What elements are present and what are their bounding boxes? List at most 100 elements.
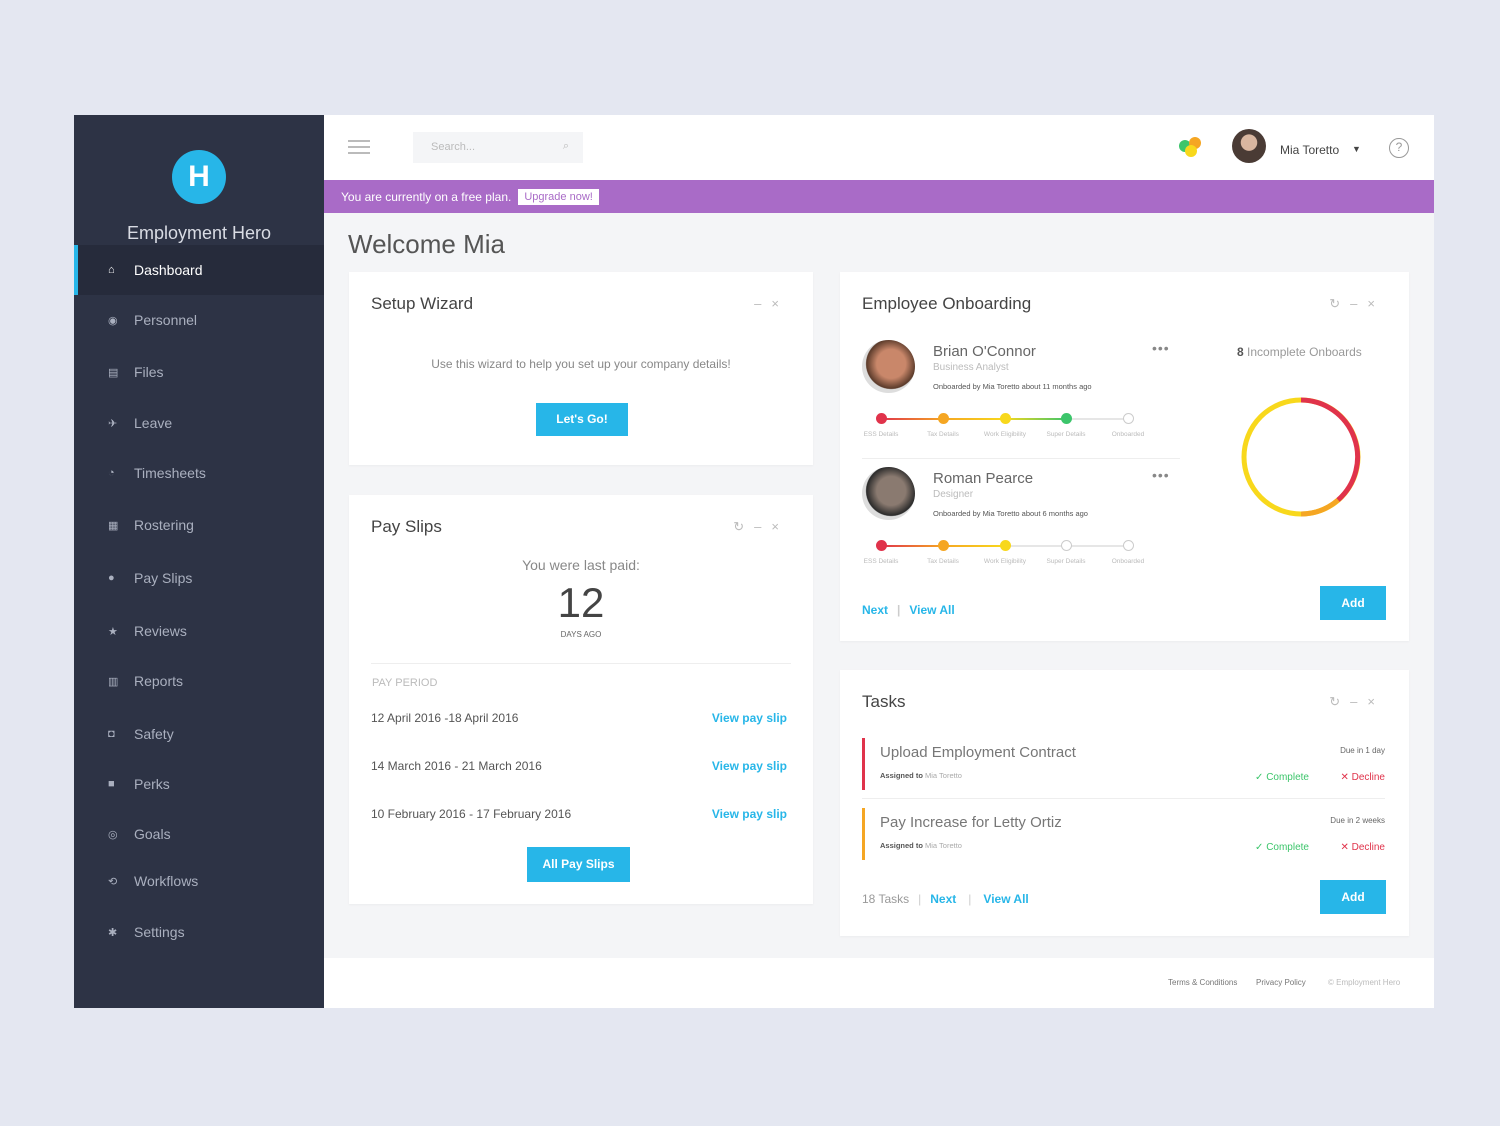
goals-icon: ◎	[108, 828, 118, 841]
search-input[interactable]: Search... ⌕	[413, 132, 583, 163]
onboarded-note: Onboarded by Mia Toretto about 11 months…	[933, 382, 1092, 391]
sidebar-item-label: Rostering	[134, 517, 194, 533]
task-assigned: Assigned to Mia Toretto	[880, 771, 962, 780]
sidebar-item-goals[interactable]: ◎ Goals	[74, 809, 324, 859]
step-label: ESS Details	[863, 431, 899, 438]
onboarding-employee: Brian O'Connor Business Analyst Onboarde…	[840, 340, 1180, 460]
step-dot	[1123, 540, 1134, 551]
logo: H	[172, 150, 226, 204]
copyright: © Employment Hero	[1328, 978, 1401, 987]
sidebar-item-label: Settings	[134, 924, 185, 940]
privacy-link[interactable]: Privacy Policy	[1256, 978, 1306, 987]
pay-period: 14 March 2016 - 21 March 2016	[371, 759, 542, 773]
card-title: Pay Slips	[371, 517, 442, 536]
pay-period-header: PAY PERIOD	[372, 677, 438, 689]
task-title[interactable]: Upload Employment Contract	[880, 744, 1076, 761]
onboarding-employee: Roman Pearce Designer Onboarded by Mia T…	[840, 467, 1180, 587]
view-all-link[interactable]: View All	[983, 892, 1029, 906]
search-placeholder: Search...	[431, 141, 476, 153]
sidebar-item-leave[interactable]: ✈ Leave	[74, 398, 324, 448]
card-title: Setup Wizard	[371, 294, 474, 313]
bar-chart-icon: ▥	[108, 675, 119, 688]
employee-name[interactable]: Brian O'Connor	[933, 343, 1036, 360]
sidebar-item-pay-slips[interactable]: ● Pay Slips	[74, 553, 324, 603]
sidebar-item-workflows[interactable]: ⟲ Workflows	[74, 856, 324, 906]
lets-go-button[interactable]: Let's Go!	[536, 403, 628, 436]
incomplete-donut	[1241, 397, 1361, 517]
sidebar-item-dashboard[interactable]: ⌂ Dashboard	[74, 245, 324, 295]
step-label: Super Details	[1046, 431, 1086, 438]
sidebar-item-timesheets[interactable]: ◔ Timesheets	[74, 448, 324, 498]
employee-name[interactable]: Roman Pearce	[933, 470, 1034, 487]
user-name[interactable]: Mia Toretto	[1280, 143, 1340, 157]
star-icon: ★	[108, 625, 118, 638]
apps-icon[interactable]	[1179, 137, 1205, 159]
free-plan-banner: You are currently on a free plan. Upgrad…	[324, 180, 1434, 213]
setup-text: Use this wizard to help you set up your …	[431, 357, 731, 371]
days-ago-label: DAYS AGO	[560, 630, 602, 639]
people-icon: ◉	[108, 314, 118, 327]
card-controls[interactable]: ↻–×	[1329, 296, 1385, 311]
sidebar-item-label: Safety	[134, 726, 174, 742]
last-paid-label: You were last paid:	[522, 557, 640, 573]
employee-avatar	[862, 467, 915, 520]
sidebar-item-label: Leave	[134, 415, 173, 431]
search-icon: ⌕	[562, 140, 569, 152]
step-dot	[876, 413, 887, 424]
step-dot	[1061, 540, 1072, 551]
more-options-icon[interactable]: •••	[1152, 467, 1170, 483]
sidebar-item-rostering[interactable]: ▦ Rostering	[74, 500, 324, 550]
assigned-name: Mia Toretto	[925, 771, 962, 780]
page-title: Welcome Mia	[348, 229, 506, 259]
employee-avatar	[862, 340, 915, 393]
chevron-down-icon[interactable]: ▼	[1352, 144, 1361, 154]
assigned-prefix: Assigned to	[880, 841, 923, 850]
decline-button[interactable]: ✕ Decline	[1340, 772, 1385, 783]
card-controls[interactable]: ↻–×	[1329, 694, 1385, 709]
sidebar-item-perks[interactable]: ■ Perks	[74, 759, 324, 809]
view-pay-slip-link[interactable]: View pay slip	[711, 807, 787, 821]
help-icon[interactable]: ?	[1389, 138, 1409, 158]
hamburger-menu-icon[interactable]	[348, 140, 370, 154]
view-all-link[interactable]: View All	[909, 603, 955, 617]
onboarding-stepper: ESS Details Tax Details Work Eligibility Su…	[864, 413, 1166, 443]
sidebar-item-personnel[interactable]: ◉ Personnel	[74, 295, 324, 345]
all-pay-slips-button[interactable]: All Pay Slips	[527, 847, 630, 882]
view-pay-slip-link[interactable]: View pay slip	[711, 759, 787, 773]
sidebar-item-settings[interactable]: ✱ Settings	[74, 907, 324, 957]
step-label: Tax Details	[927, 431, 959, 438]
sidebar-item-reviews[interactable]: ★ Reviews	[74, 606, 324, 656]
brand-name: Employment Hero	[126, 223, 272, 243]
complete-button[interactable]: ✓ Complete	[1255, 842, 1309, 853]
check-icon: ✓	[1255, 842, 1267, 853]
sidebar-item-safety[interactable]: ◘ Safety	[74, 709, 324, 759]
task-item: Pay Increase for Letty Ortiz Assigned to…	[862, 808, 1385, 860]
onboarded-note: Onboarded by Mia Toretto about 6 months …	[933, 509, 1088, 518]
decline-button[interactable]: ✕ Decline	[1340, 842, 1385, 853]
next-link[interactable]: Next	[930, 892, 957, 906]
view-pay-slip-link[interactable]: View pay slip	[711, 711, 787, 725]
sidebar-item-label: Workflows	[134, 873, 199, 889]
task-title[interactable]: Pay Increase for Letty Ortiz	[880, 814, 1062, 831]
next-link[interactable]: Next	[862, 603, 889, 617]
setup-wizard-card: Setup Wizard –× Use this wizard to help …	[349, 272, 813, 465]
complete-button[interactable]: ✓ Complete	[1255, 772, 1309, 783]
sidebar-item-label: Dashboard	[134, 262, 203, 278]
user-avatar[interactable]	[1232, 129, 1266, 163]
more-options-icon[interactable]: •••	[1152, 340, 1170, 356]
terms-link[interactable]: Terms & Conditions	[1168, 978, 1238, 987]
add-task-button[interactable]: Add	[1320, 880, 1386, 914]
upgrade-button[interactable]: Upgrade now!	[518, 188, 599, 205]
incomplete-onboards: 8 Incomplete Onboards	[1237, 345, 1362, 359]
assigned-name: Mia Toretto	[925, 841, 962, 850]
sidebar-item-label: Pay Slips	[134, 570, 193, 586]
step-dot	[1000, 413, 1011, 424]
card-controls[interactable]: –×	[754, 296, 789, 311]
sidebar-item-reports[interactable]: ▥ Reports	[74, 656, 324, 706]
step-label: Work Eligibility	[983, 558, 1027, 565]
home-icon: ⌂	[108, 264, 115, 276]
card-controls[interactable]: ↻–×	[733, 519, 789, 534]
sidebar-item-files[interactable]: ▤ Files	[74, 347, 324, 397]
pay-period-row: 14 March 2016 - 21 March 2016 View pay s…	[371, 759, 787, 773]
add-onboarding-button[interactable]: Add	[1320, 586, 1386, 620]
